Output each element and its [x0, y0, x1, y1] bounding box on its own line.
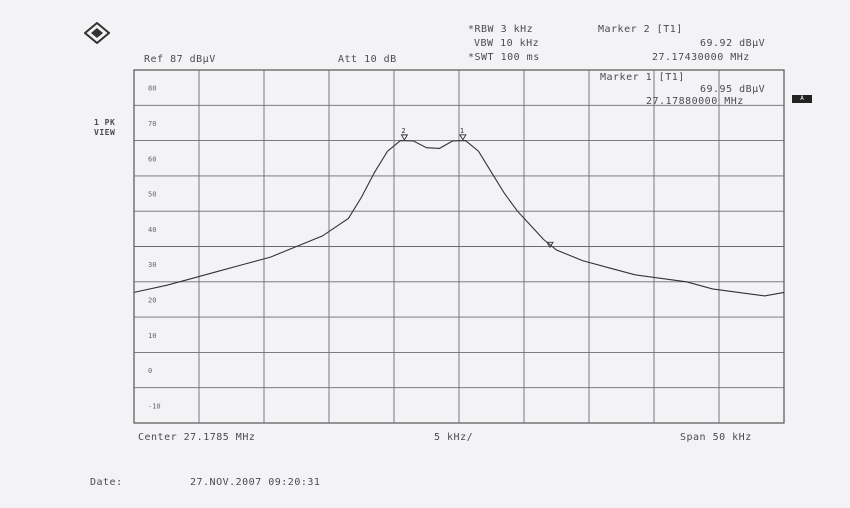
rohde-schwarz-logo-icon	[84, 22, 110, 44]
trace-mode-label: 1 PK	[94, 118, 116, 127]
y-tick-label: 20	[148, 296, 156, 304]
marker-symbol	[546, 241, 554, 249]
y-tick-label: 40	[148, 226, 156, 234]
marker2-level: 69.92 dBµV	[700, 38, 766, 49]
rbw-setting: *RBW 3 kHz	[468, 24, 534, 35]
y-tick-label: 80	[148, 85, 156, 93]
frequency-span: Span 50 kHz	[680, 432, 752, 443]
center-frequency: Center 27.1785 MHz	[138, 432, 256, 443]
y-tick-label: 30	[148, 261, 156, 269]
vbw-setting: VBW 10 kHz	[474, 38, 540, 49]
sweep-time-setting: *SWT 100 ms	[468, 52, 540, 63]
reference-level: Ref 87 dBµV	[144, 54, 216, 65]
frequency-per-division: 5 kHz/	[434, 432, 474, 443]
marker1-frequency: 27.17880000 MHz	[646, 96, 744, 107]
marker-symbol	[459, 134, 467, 141]
y-tick-label: -10	[148, 402, 161, 410]
attenuation: Att 10 dB	[338, 54, 397, 65]
marker1-level: 69.95 dBµV	[700, 84, 766, 95]
y-tick-label: 10	[148, 332, 156, 340]
spectrum-trace	[133, 140, 785, 297]
marker-symbol	[400, 134, 409, 141]
date-label: Date:	[90, 477, 123, 488]
marker1-title: Marker 1 [T1]	[600, 72, 685, 83]
y-tick-label: 60	[148, 155, 156, 163]
marker2-frequency: 27.17430000 MHz	[652, 52, 750, 63]
marker-label: 2	[401, 127, 405, 135]
marker-label: 1	[460, 127, 464, 135]
view-label: VIEW	[94, 128, 116, 137]
y-tick-label: 50	[148, 191, 156, 199]
date-value: 27.NOV.2007 09:20:31	[190, 477, 321, 488]
marker2-title: Marker 2 [T1]	[598, 24, 683, 35]
y-tick-label: 0	[148, 367, 152, 375]
y-tick-label: 70	[148, 120, 156, 128]
trace-badge: A	[792, 95, 812, 103]
